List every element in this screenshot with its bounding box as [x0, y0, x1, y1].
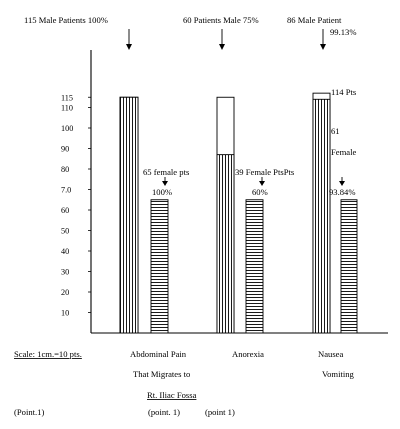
category-label: That Migrates to — [133, 369, 190, 379]
y-tick-label: 40 — [61, 247, 69, 256]
category-label: Anorexia — [232, 349, 264, 359]
y-tick-label: 10 — [61, 309, 69, 318]
point-label: (point. 1) — [148, 407, 180, 417]
female-label: 39 Female PtsPts — [235, 167, 295, 177]
female-bar — [245, 199, 264, 334]
bars — [119, 92, 358, 334]
y-tick-label: 100 — [61, 124, 73, 133]
y-tick-label: 50 — [61, 227, 69, 236]
y-tick-label: 60 — [61, 206, 69, 215]
category-labels: Abdominal Pain That Migrates to Rt. Iliac … — [130, 349, 355, 417]
male-bar — [119, 96, 139, 334]
female-bar — [340, 199, 358, 334]
category-label: Vomiting — [322, 369, 355, 379]
male-bar — [312, 98, 331, 334]
male-label: 99.13% — [330, 27, 357, 37]
side-label: 61 — [331, 126, 340, 136]
y-tick-label: 115 — [61, 93, 73, 102]
y-tick-label: 90 — [61, 145, 69, 154]
male-label: 60 Patients Male 75% — [183, 15, 259, 25]
side-label: Female — [331, 147, 356, 157]
male-bar — [216, 154, 235, 334]
point-left: (Point.1) — [14, 407, 44, 417]
y-tick-label: 7.0 — [61, 186, 71, 195]
y-tick-label: 30 — [61, 268, 69, 277]
bar-labels: 115 Male Patients 100% 60 Patients Male 7… — [24, 15, 357, 197]
female-label: 100% — [152, 187, 172, 197]
side-label: 114 Pts — [331, 87, 357, 97]
annotation-arrows — [126, 29, 345, 186]
point-label: (point 1) — [205, 407, 235, 417]
female-bar — [150, 199, 169, 334]
male-label: 115 Male Patients 100% — [24, 15, 108, 25]
y-tick-labels: 115 110 100 90 80 7.0 60 50 40 30 20 10 — [61, 93, 91, 318]
category-label: Nausea — [318, 349, 343, 359]
category-label: Rt. Iliac Fossa — [147, 390, 197, 400]
scale-label: Scale: 1cm.=10 pts. — [14, 349, 82, 359]
female-label: 65 female pts — [143, 167, 190, 177]
female-label: 93.84% — [329, 187, 356, 197]
y-tick-label: 20 — [61, 288, 69, 297]
male-label: 86 Male Patient — [287, 15, 342, 25]
category-label: Abdominal Pain — [130, 349, 187, 359]
y-tick-label: 110 — [61, 104, 73, 113]
y-tick-label: 80 — [61, 165, 69, 174]
female-label: 60% — [252, 187, 268, 197]
